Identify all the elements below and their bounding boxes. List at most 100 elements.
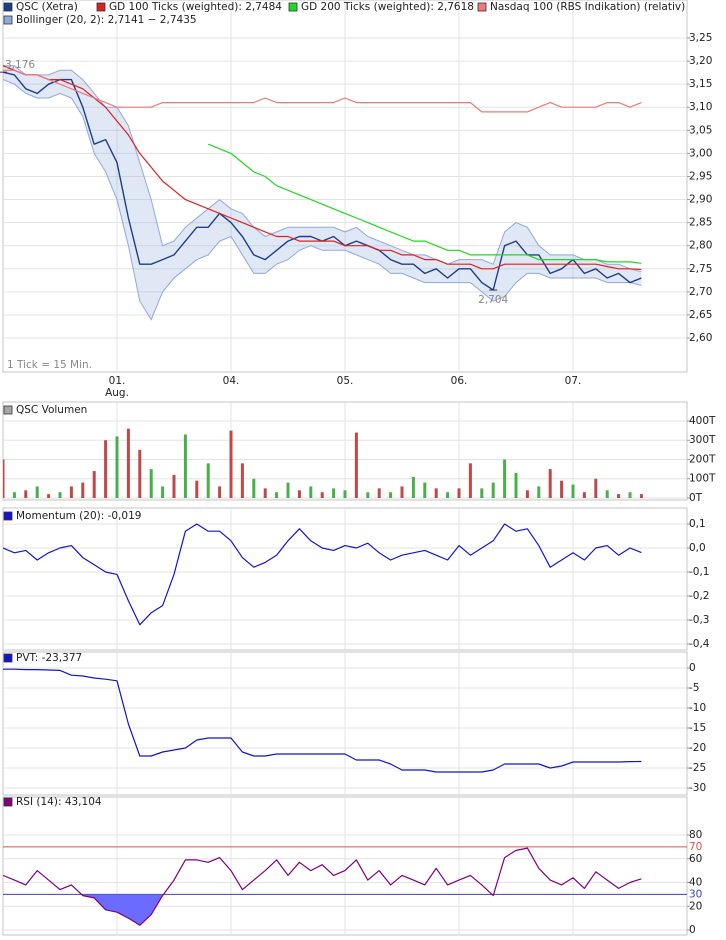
volume-bar	[69, 486, 73, 498]
plot-area	[3, 0, 687, 372]
volume-bar	[161, 486, 165, 498]
volume-bar	[195, 480, 199, 498]
y-tick-label: 3,05	[689, 124, 712, 136]
y-tick-label: 60	[689, 853, 702, 865]
series-line	[3, 668, 642, 773]
plot-area	[3, 402, 687, 500]
band-fill	[3, 65, 642, 320]
volume-bar	[617, 494, 621, 498]
volume-bar	[206, 463, 210, 498]
volume-bar	[297, 490, 301, 498]
volume-bar	[525, 490, 529, 498]
volume-bar	[138, 449, 142, 498]
volume-bar	[104, 440, 108, 498]
y-tick-label: 2,95	[689, 170, 712, 182]
level-label: 70	[689, 841, 702, 853]
y-tick-label: 0T	[689, 492, 703, 504]
legend-label: QSC (Xetra)	[16, 1, 78, 13]
volume-bar	[434, 488, 438, 498]
volume-bar	[389, 492, 393, 498]
volume-bar	[400, 486, 404, 498]
series-line	[3, 69, 642, 113]
y-tick-label: 2,85	[689, 217, 712, 229]
volume-bar	[366, 492, 370, 498]
y-tick-label: 200T	[689, 453, 716, 465]
volume-bar	[218, 486, 222, 498]
x-tick-label: 06.	[451, 375, 468, 387]
volume-bar	[229, 430, 233, 498]
volume-bar	[24, 490, 28, 498]
volume-bar	[423, 482, 427, 498]
y-tick-label: 2,65	[689, 309, 712, 321]
y-tick-label: -0,3	[689, 614, 710, 626]
volume-bar	[58, 492, 62, 498]
y-tick-label: 3,10	[689, 101, 712, 113]
y-tick-label: 0	[689, 924, 696, 936]
volume-bar	[468, 463, 472, 498]
y-tick-label: -20	[689, 742, 706, 754]
y-tick-label: 80	[689, 829, 702, 841]
volume-bar	[126, 428, 130, 498]
volume-bar	[47, 494, 51, 498]
volume-bar	[457, 488, 461, 498]
legend-swatch	[3, 653, 13, 663]
volume-bar	[3, 459, 5, 498]
volume-bar	[81, 482, 85, 498]
x-tick-label: 05.	[337, 375, 354, 387]
series-line	[3, 523, 642, 626]
legend-label: Momentum (20): -0,019	[16, 510, 141, 522]
y-tick-label: 2,75	[689, 263, 712, 275]
legend-swatch	[3, 511, 13, 521]
annotation-label: 3,176	[5, 59, 35, 71]
plot-area	[3, 797, 687, 935]
y-tick-label: 3,25	[689, 32, 712, 44]
y-tick-label: 100T	[689, 473, 716, 485]
volume-bar	[309, 486, 313, 498]
volume-bar	[263, 488, 267, 498]
y-tick-label: -0,4	[689, 638, 710, 650]
band-lower	[3, 79, 642, 321]
volume-bar	[92, 471, 96, 498]
y-tick-label: -30	[689, 782, 706, 794]
volume-bar	[480, 488, 484, 498]
volume-bar	[183, 434, 187, 498]
legend-swatch	[3, 15, 13, 25]
x-tick-label: 04.	[223, 375, 240, 387]
volume-bar	[35, 486, 39, 498]
legend-label: RSI (14): 43,104	[16, 796, 102, 808]
y-tick-label: 20	[689, 900, 702, 912]
volume-bar	[240, 463, 244, 498]
volume-bar	[605, 490, 609, 498]
volume-bar	[571, 484, 575, 498]
y-tick-label: -15	[689, 722, 706, 734]
y-tick-label: 2,70	[689, 286, 712, 298]
y-tick-label: -25	[689, 762, 706, 774]
legend-label: GD 200 Ticks (weighted): 2,7618	[301, 1, 474, 13]
legend-swatch	[477, 2, 487, 12]
y-tick-label: 2,60	[689, 332, 712, 344]
series-line	[3, 847, 642, 926]
y-tick-label: 0,0	[689, 542, 706, 554]
y-tick-label: 3,00	[689, 147, 712, 159]
volume-bar	[172, 474, 176, 498]
y-tick-label: 3,15	[689, 78, 712, 90]
volume-bar	[149, 469, 153, 498]
legend-label: QSC Volumen	[16, 404, 87, 416]
volume-bar	[503, 459, 507, 498]
legend-swatch	[96, 2, 106, 12]
volume-bar	[639, 494, 643, 498]
y-tick-label: 400T	[689, 415, 716, 427]
volume-bar	[377, 488, 381, 498]
plot-area	[3, 508, 687, 650]
note: 1 Tick = 15 Min.	[7, 359, 92, 371]
annotation-label: 2,704	[478, 294, 508, 306]
volume-bar	[411, 476, 415, 498]
volume-bar	[582, 492, 586, 498]
volume-bar	[560, 480, 564, 498]
volume-bar	[275, 492, 279, 498]
volume-bar	[332, 488, 336, 498]
volume-bar	[354, 432, 358, 498]
volume-bar	[320, 492, 324, 498]
